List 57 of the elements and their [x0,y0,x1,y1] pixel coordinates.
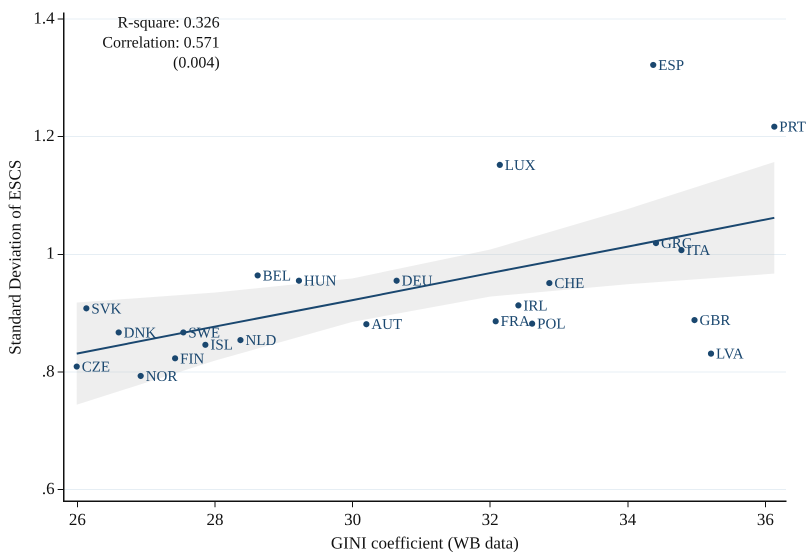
annotation: IRL [523,298,548,314]
point [650,62,656,68]
annotation: DNK [124,325,156,342]
annotation: CZE [82,359,110,376]
annotation: ESP [658,58,684,74]
point [138,372,144,380]
point [652,240,660,246]
point [496,162,503,168]
annotation: NLD [245,333,276,350]
annotation: AUT [371,317,402,334]
point [83,305,90,312]
y-tick-label: 1.4 [33,8,56,28]
point [546,280,552,286]
x-tick-label: 34 [619,510,637,529]
annotation: DEU [402,274,433,290]
x-tick-label: 32 [482,510,499,529]
point [180,329,186,336]
y-tick-label: .8 [42,361,55,380]
y-tick-label: 1 [46,244,55,263]
y-tick-label: 1.2 [33,126,55,146]
y-axis-title: Standard Deviation of ESCS [6,160,25,355]
point [691,317,698,324]
annotation: LVA [716,346,744,363]
point [515,302,522,309]
annotation: FIN [180,351,204,368]
annotation: BEL [262,268,291,284]
point [237,337,244,344]
annotation: R-square: 0.326 [117,14,220,32]
point [74,363,80,370]
annotation: Correlation: 0.571 [102,34,220,52]
point [492,318,499,324]
x-tick-label: 26 [68,510,86,529]
annotation: PRT [779,120,806,136]
annotation: (0.004) [172,54,220,72]
annotation: ISL [210,338,233,354]
annotation: GBR [700,313,730,330]
point [116,329,122,336]
x-tick-label: 28 [206,510,224,529]
point [708,350,714,357]
annotation: POL [537,316,566,333]
x-tick-label: 36 [756,510,774,529]
point [296,278,302,284]
annotation: SVK [91,301,122,318]
x-axis-title: GINI coefficient (WB data) [330,533,519,552]
x-tick-label: 30 [344,510,362,529]
annotation: HUN [304,274,337,290]
annotation: LUX [504,158,536,174]
point [172,355,178,362]
annotation: FRA [500,314,530,330]
annotation: NOR [146,368,178,385]
annotation: CHE [554,276,584,292]
point [394,278,400,284]
point [363,321,370,328]
point [254,272,261,279]
point [202,342,208,348]
y-tick-label: .6 [42,478,55,498]
point [771,124,778,130]
